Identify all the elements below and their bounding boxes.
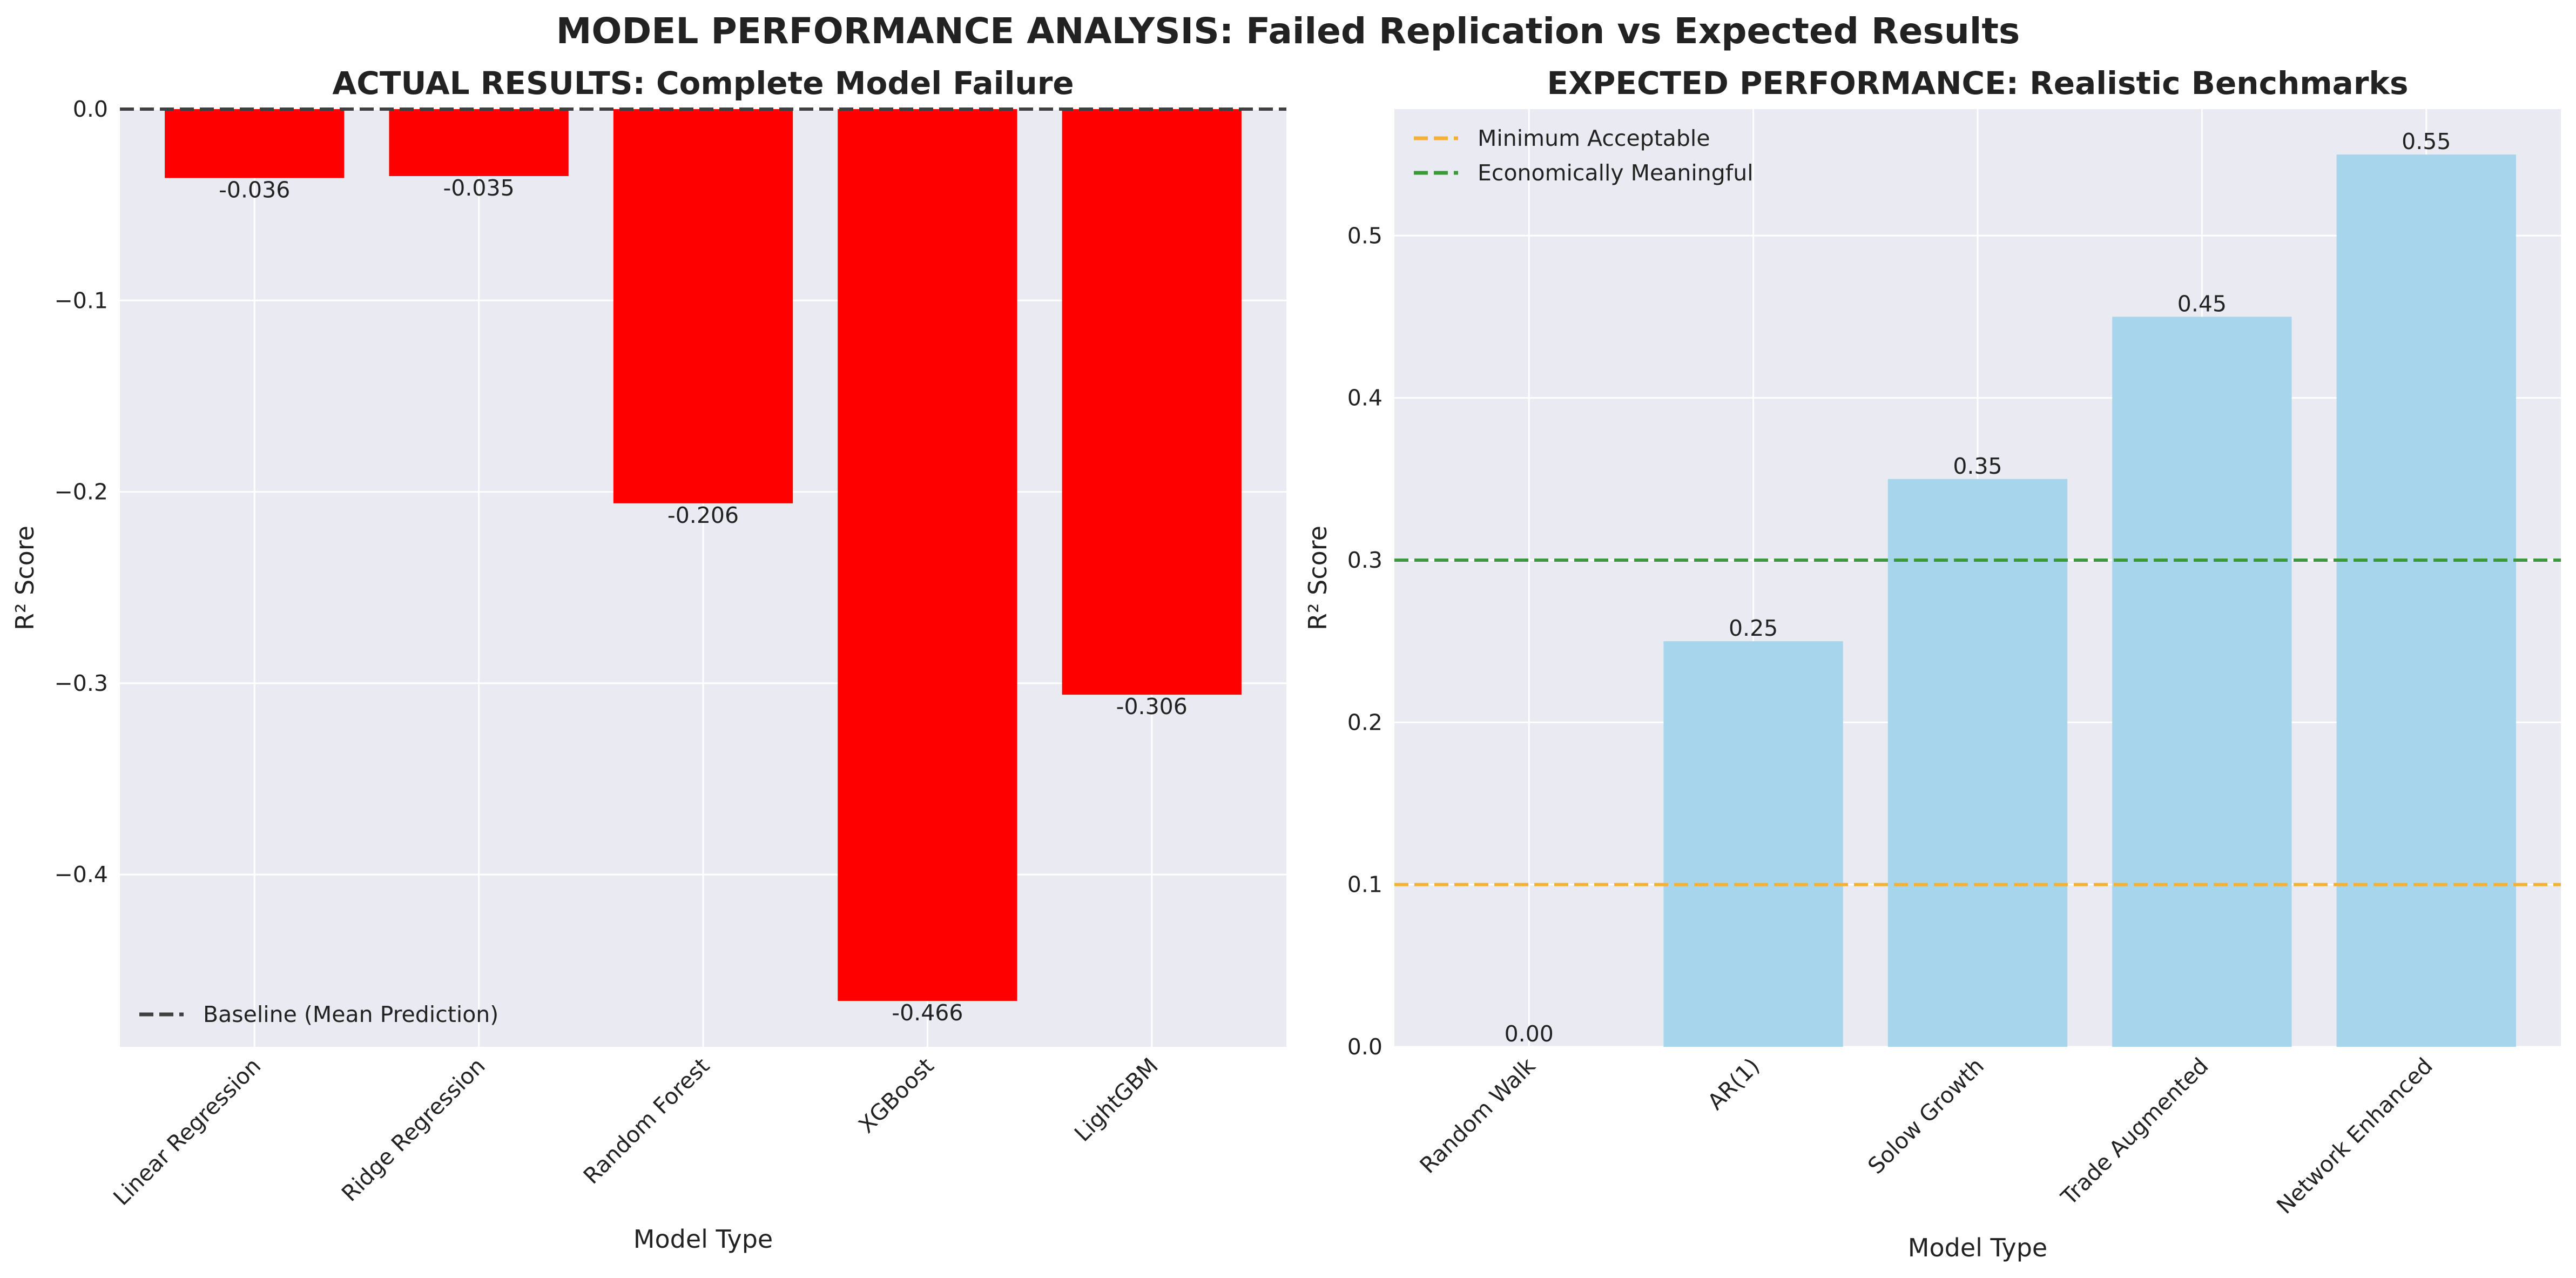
y-tick-label: 0.2	[1347, 709, 1383, 735]
left-chart-title: ACTUAL RESULTS: Complete Model Failure	[332, 65, 1074, 102]
right-legend-label-minimum: Minimum Acceptable	[1478, 125, 1710, 151]
bar	[2112, 317, 2292, 1047]
bar	[1663, 641, 1843, 1047]
y-tick-label: 0.4	[1347, 385, 1383, 411]
x-tick-label: Ridge Regression	[336, 1053, 490, 1207]
left-y-tick-labels: 0.0 −0.1 −0.2 −0.3 −0.4	[54, 96, 108, 887]
bar	[1887, 479, 2068, 1047]
y-tick-label: −0.4	[54, 862, 108, 887]
right-chart: 0.000.250.350.450.55 0.00.10.20.30.40.5 …	[1303, 65, 2561, 1262]
data-label: 0.55	[2402, 129, 2451, 154]
right-legend-label-meaningful: Economically Meaningful	[1478, 160, 1754, 186]
x-tick-label: Solow Growth	[1863, 1053, 1989, 1179]
y-tick-label: 0.0	[73, 96, 108, 122]
right-data-labels: 0.00 0.25 0.35 0.45 0.55	[1505, 129, 2451, 1047]
x-tick-label: AR(1)	[1703, 1053, 1765, 1115]
bar	[838, 109, 1017, 1001]
left-data-labels: -0.036 -0.035 -0.206 -0.466 -0.306	[219, 175, 1188, 1026]
x-tick-label: Random Walk	[1415, 1053, 1541, 1179]
y-tick-label: 0.1	[1347, 872, 1383, 898]
right-bars	[1663, 154, 2516, 1047]
x-tick-label: Trade Augmented	[2056, 1053, 2214, 1210]
data-label: -0.306	[1116, 694, 1188, 719]
data-label: 0.45	[2177, 291, 2227, 317]
right-x-axis-label: Model Type	[1908, 1233, 2047, 1262]
data-label: -0.206	[667, 502, 739, 528]
data-label: 0.35	[1953, 453, 2002, 479]
x-tick-label: XGBoost	[853, 1053, 939, 1138]
right-x-tick-labels: Random Walk AR(1) Solow Growth Trade Augmen…	[1415, 1053, 2438, 1219]
right-legend: Minimum Acceptable Economically Meaningf…	[1414, 125, 1754, 186]
y-tick-label: −0.2	[54, 479, 108, 505]
left-legend-label-baseline: Baseline (Mean Prediction)	[203, 1001, 498, 1027]
bar	[389, 109, 569, 176]
data-label: -0.035	[443, 175, 515, 201]
left-x-tick-labels: Linear Regression Ridge Regression Random …	[108, 1053, 1163, 1210]
left-bars	[165, 109, 1242, 1001]
y-tick-label: −0.1	[54, 287, 108, 313]
data-label: -0.466	[892, 1000, 963, 1026]
left-chart: -0.036 -0.035 -0.206 -0.466 -0.306 0.0 −0.1 −0…	[10, 65, 1286, 1254]
x-tick-label: LightGBM	[1069, 1053, 1163, 1147]
y-tick-label: 0.5	[1347, 223, 1383, 248]
data-label: 0.00	[1505, 1021, 1554, 1047]
data-label: 0.25	[1729, 615, 1778, 641]
left-y-axis-label: R² Score	[10, 526, 39, 630]
right-reference-lines	[1394, 558, 2561, 886]
right-chart-title: EXPECTED PERFORMANCE: Realistic Benchmar…	[1547, 65, 2408, 102]
y-tick-label: 0.3	[1347, 547, 1383, 573]
left-legend: Baseline (Mean Prediction)	[139, 1001, 498, 1027]
x-tick-label: Linear Regression	[108, 1053, 266, 1210]
y-tick-label: −0.3	[54, 670, 108, 696]
x-tick-label: Random Forest	[578, 1053, 714, 1189]
bar	[613, 109, 793, 503]
left-x-axis-label: Model Type	[633, 1225, 773, 1254]
right-y-tick-labels: 0.0 0.1 0.2 0.3 0.4 0.5	[1347, 223, 1383, 1060]
x-tick-label: Network Enhanced	[2271, 1053, 2438, 1219]
bar	[1062, 109, 1242, 695]
data-label: -0.036	[219, 177, 290, 203]
bar	[2336, 154, 2516, 1047]
y-tick-label: 0.0	[1347, 1034, 1383, 1060]
bar	[165, 109, 345, 178]
figure-title: MODEL PERFORMANCE ANALYSIS: Failed Repli…	[556, 10, 2020, 52]
right-y-axis-label: R² Score	[1303, 526, 1332, 630]
